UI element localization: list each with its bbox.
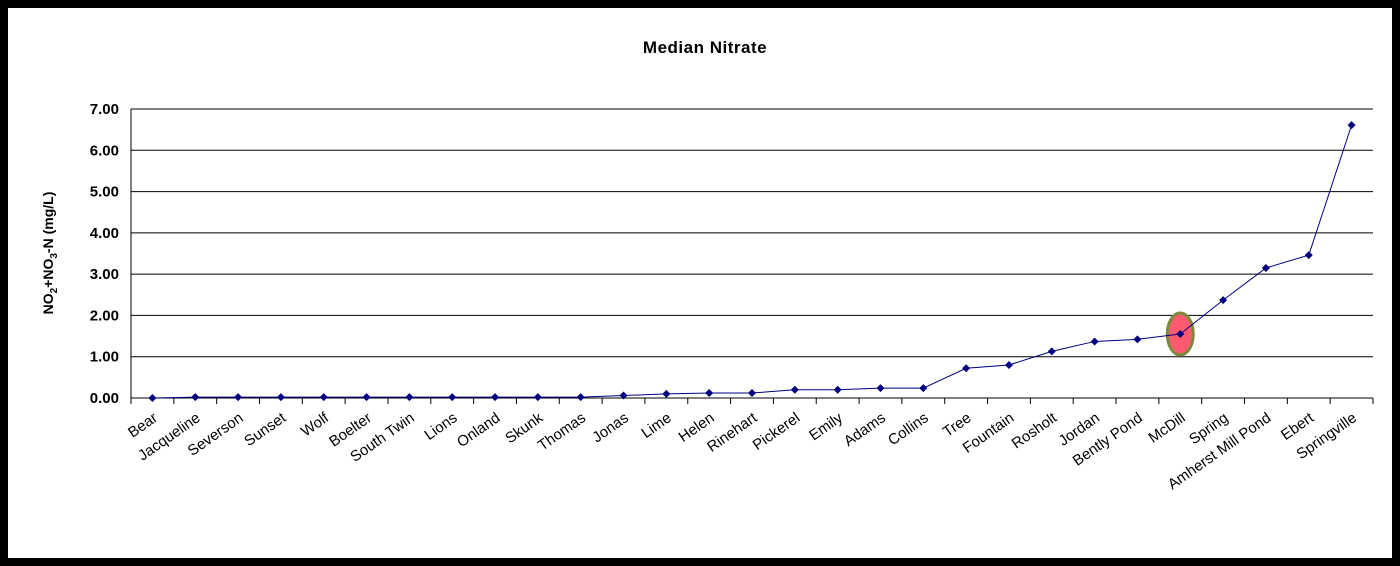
data-point: [1133, 335, 1142, 344]
y-tick-label: 5.00: [90, 184, 119, 201]
chart-title: Median Nitrate: [643, 38, 767, 57]
y-tick-label: 3.00: [90, 266, 119, 283]
data-point: [319, 393, 328, 402]
data-point: [491, 393, 500, 402]
series-layer: [148, 121, 1356, 402]
data-point: [1090, 337, 1099, 346]
data-point: [962, 364, 971, 373]
x-tick-label: Lime: [638, 409, 674, 442]
y-tick-label: 0.00: [90, 390, 119, 407]
data-point: [148, 394, 157, 402]
y-axis-ticks: 0.00 1.00 2.00 3.00 4.00 5.00 6.00 7.00: [90, 101, 119, 407]
x-tick-label: Pickerel: [750, 409, 803, 454]
data-point: [234, 393, 243, 402]
data-point: [790, 385, 799, 394]
x-tick-label: Onland: [454, 409, 503, 451]
y-tick-label: 4.00: [90, 225, 119, 242]
data-point: [1219, 296, 1228, 305]
y-tick-label: 6.00: [90, 142, 119, 159]
data-point: [876, 384, 885, 393]
data-point: [362, 393, 371, 402]
data-point: [1261, 263, 1270, 272]
x-tick-label: Jonas: [589, 409, 632, 446]
data-point: [619, 391, 628, 400]
y-tick-label: 1.00: [90, 349, 119, 366]
data-point: [1004, 360, 1013, 369]
data-point: [919, 384, 928, 393]
data-point: [662, 389, 671, 398]
data-point: [1176, 330, 1185, 339]
data-point: [448, 393, 457, 402]
y-tick-label: 7.00: [90, 101, 119, 118]
data-point: [748, 389, 756, 398]
x-tick-label: Rosholt: [1009, 409, 1061, 453]
data-point: [576, 393, 585, 402]
x-tick-label: Adams: [841, 409, 889, 450]
data-point: [833, 385, 842, 394]
x-tick-label: Thomas: [535, 409, 589, 454]
x-tick-label: Emily: [806, 409, 846, 444]
data-point: [1304, 251, 1313, 260]
data-point: [1047, 347, 1056, 356]
y-axis-label: NO2+NO3-N (mg/L): [40, 192, 60, 315]
x-tick-label: Rinehart: [704, 409, 761, 456]
grid-lines: [130, 108, 1373, 399]
x-tick-label: Sunset: [241, 409, 290, 450]
x-tick-label: Collins: [885, 409, 932, 449]
data-point: [405, 393, 414, 402]
x-tick-label: McDill: [1145, 409, 1188, 446]
data-point: [191, 393, 200, 402]
data-point: [1347, 121, 1356, 130]
data-point: [705, 389, 714, 398]
y-tick-label: 2.00: [90, 307, 119, 324]
data-point: [276, 393, 285, 402]
data-point: [533, 393, 542, 402]
